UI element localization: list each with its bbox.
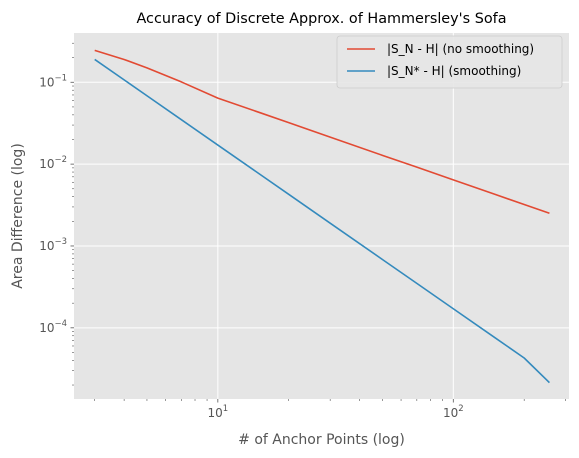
series-layer bbox=[94, 49, 550, 384]
y-tick-label: 10−1 bbox=[39, 73, 67, 89]
x-tick-label-exponent: 2 bbox=[458, 404, 463, 414]
series-line-2 bbox=[94, 58, 550, 384]
x-tick-label-exponent: 1 bbox=[223, 404, 228, 414]
y-tick-label-exponent: −1 bbox=[54, 73, 67, 83]
x-tick-label: 102 bbox=[443, 404, 464, 420]
y-tick-label: 10−3 bbox=[39, 237, 67, 253]
x-tick-label: 101 bbox=[207, 404, 228, 420]
legend-label-1: |S_N - H| (no smoothing) bbox=[387, 42, 534, 56]
chart-title: Accuracy of Discrete Approx. of Hammersl… bbox=[136, 11, 506, 27]
minor-ticks bbox=[72, 42, 566, 401]
legend: |S_N - H| (no smoothing) |S_N* - H| (smoo… bbox=[336, 35, 563, 89]
plot-area bbox=[74, 33, 569, 399]
y-axis-label: Area Difference (log) bbox=[10, 143, 26, 289]
x-axis-label: # of Anchor Points (log) bbox=[238, 432, 405, 448]
series-line-1 bbox=[94, 49, 550, 215]
y-tick-label-exponent: −4 bbox=[54, 319, 67, 329]
y-tick-label: 10−4 bbox=[39, 319, 67, 335]
y-tick-label-exponent: −3 bbox=[54, 237, 67, 247]
legend-label-2: |S_N* - H| (smoothing) bbox=[387, 64, 521, 78]
y-tick-label: 10−2 bbox=[39, 155, 67, 171]
y-tick-label-exponent: −2 bbox=[54, 155, 67, 165]
legend-box bbox=[336, 35, 563, 89]
